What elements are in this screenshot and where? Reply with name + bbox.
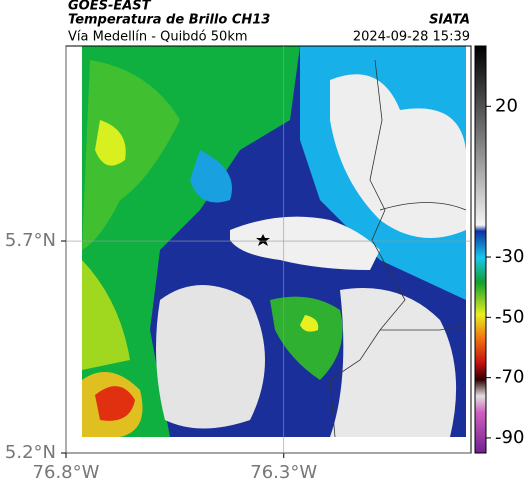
colorbar-tick-label: -90 (495, 427, 524, 448)
product: Temperatura de Brillo CH13 (68, 13, 270, 28)
x-tick-label: 76.3°W (250, 462, 317, 483)
border-lines (329, 59, 467, 438)
colorbar-tick-label: -70 (495, 367, 524, 388)
colorbar-tick-label: 20 (495, 95, 518, 116)
timestamp: 2024-09-28 15:39 (353, 30, 470, 45)
colorbar-tick-label: -50 (495, 306, 524, 327)
x-tick-label: 76.8°W (33, 462, 100, 483)
y-tick-label: 5.2°N (5, 442, 56, 463)
colorbar (474, 45, 487, 454)
org: SIATA (429, 13, 470, 28)
y-tick-label: 5.7°N (5, 230, 56, 251)
source: GOES-EAST (68, 0, 152, 14)
route: Vía Medellín - Quibdó 50km (68, 30, 248, 45)
satellite-field (82, 46, 466, 437)
station-marker (256, 234, 270, 246)
colorbar-tick-label: -30 (495, 246, 524, 267)
